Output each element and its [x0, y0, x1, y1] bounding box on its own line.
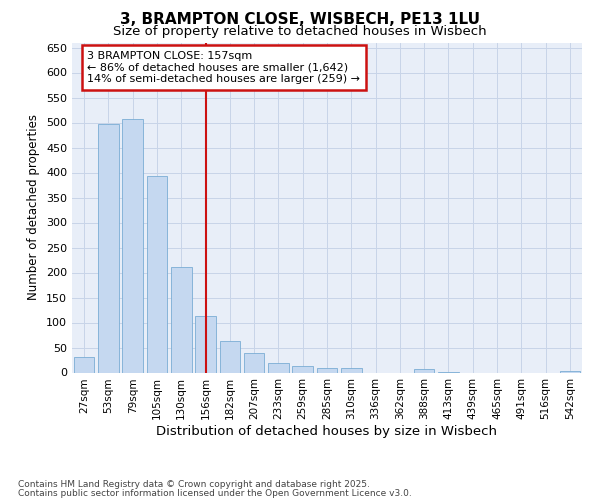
Bar [414, 369, 434, 372]
Bar [220, 341, 240, 372]
Text: Size of property relative to detached houses in Wisbech: Size of property relative to detached ho… [113, 25, 487, 38]
Bar [195, 316, 216, 372]
Bar [560, 370, 580, 372]
Bar [292, 366, 313, 372]
Text: 3 BRAMPTON CLOSE: 157sqm
← 86% of detached houses are smaller (1,642)
14% of sem: 3 BRAMPTON CLOSE: 157sqm ← 86% of detach… [88, 51, 360, 84]
Y-axis label: Number of detached properties: Number of detached properties [28, 114, 40, 300]
Bar [341, 368, 362, 372]
Bar [244, 353, 265, 372]
Text: Contains HM Land Registry data © Crown copyright and database right 2025.: Contains HM Land Registry data © Crown c… [18, 480, 370, 489]
Bar [171, 266, 191, 372]
Bar [317, 368, 337, 372]
Text: 3, BRAMPTON CLOSE, WISBECH, PE13 1LU: 3, BRAMPTON CLOSE, WISBECH, PE13 1LU [120, 12, 480, 28]
Text: Contains public sector information licensed under the Open Government Licence v3: Contains public sector information licen… [18, 489, 412, 498]
Bar [74, 357, 94, 372]
Bar [122, 119, 143, 372]
X-axis label: Distribution of detached houses by size in Wisbech: Distribution of detached houses by size … [157, 425, 497, 438]
Bar [146, 176, 167, 372]
Bar [98, 124, 119, 372]
Bar [268, 362, 289, 372]
